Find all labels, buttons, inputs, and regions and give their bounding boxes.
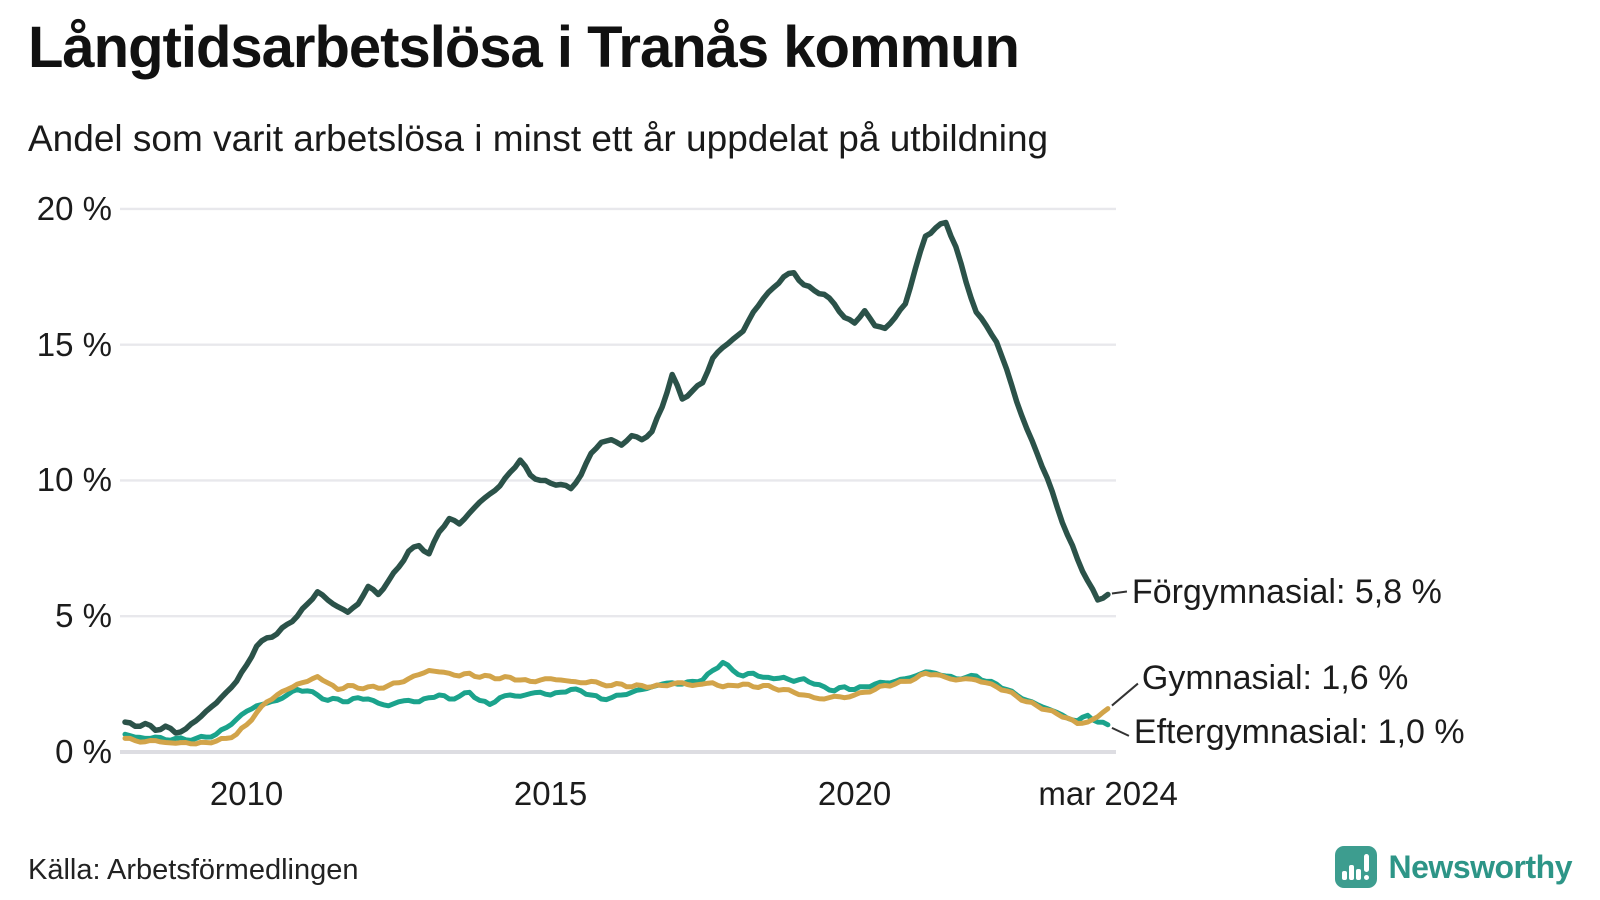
series-line-förgymnasial <box>122 219 1111 736</box>
y-tick-20: 20 % <box>36 189 112 227</box>
newsworthy-icon <box>1334 846 1377 888</box>
end-label-gymnasial: Gymnasial: 1,6 % <box>1141 658 1409 697</box>
x-tick-mar-2024: mar 2024 <box>1038 775 1178 812</box>
end-label-connector-gymnasial <box>1111 682 1139 707</box>
end-label-eftergymnasial: Eftergymnasial: 1,0 % <box>1133 712 1465 751</box>
page-subtitle: Andel som varit arbetslösa i minst ett å… <box>28 118 1049 159</box>
end-label-connector-eftergymnasial <box>1111 726 1130 737</box>
y-tick-0: 0 % <box>55 733 112 770</box>
y-tick-10: 10 % <box>36 461 112 499</box>
newsworthy-wordmark: Newsworthy <box>1388 848 1573 885</box>
x-tick-2010: 2010 <box>209 775 284 812</box>
x-tick-2020: 2020 <box>817 775 892 812</box>
x-tick-2015: 2015 <box>513 775 588 812</box>
source-note: Källa: Arbetsförmedlingen <box>28 854 359 886</box>
y-tick-5: 5 % <box>55 597 112 635</box>
y-tick-15: 15 % <box>36 325 112 363</box>
newsworthy-logo[interactable]: Newsworthy <box>1334 846 1573 888</box>
series-line-gymnasial <box>122 668 1111 747</box>
end-label-connector-förgymnasial <box>1111 590 1128 595</box>
end-label-förgymnasial: Förgymnasial: 5,8 % <box>1131 572 1442 611</box>
page-title: Långtidsarbetslösa i Tranås kommun <box>28 15 1020 80</box>
